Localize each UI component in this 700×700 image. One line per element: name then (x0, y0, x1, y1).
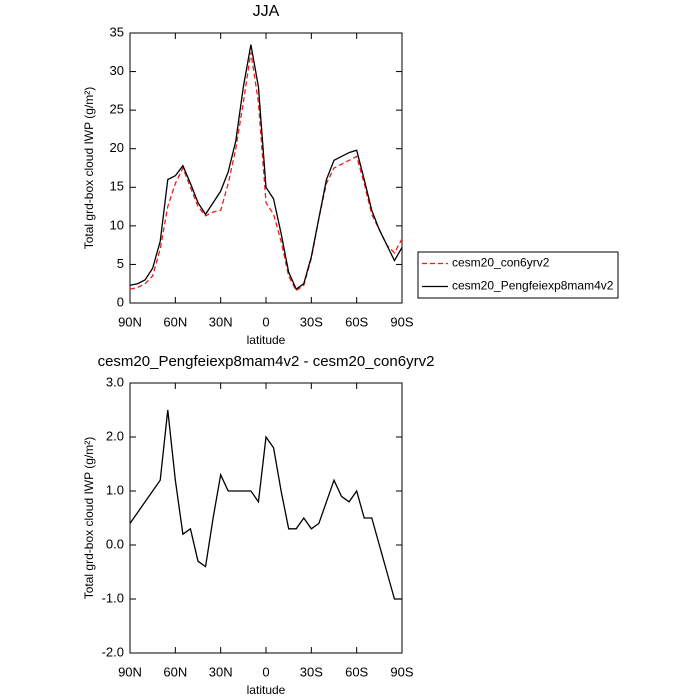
y-tick-label: -2.0 (102, 644, 124, 659)
y-tick-label: 0 (117, 294, 124, 309)
x-tick-label: 30N (209, 664, 233, 679)
series-line (129, 409, 402, 600)
x-tick-label: 60N (163, 314, 187, 329)
x-axis-label: latitude (247, 683, 286, 697)
y-tick-label: 0.0 (106, 536, 124, 551)
y-tick-label: 5 (117, 256, 124, 271)
y-tick-label: 25 (110, 102, 124, 117)
chart-title: JJA (253, 3, 280, 20)
y-tick-label: 1.0 (106, 482, 124, 497)
x-axis-label: latitude (247, 333, 286, 347)
x-tick-label: 90S (390, 314, 413, 329)
y-tick-label: 15 (110, 179, 124, 194)
plot-frame (129, 382, 403, 654)
y-tick-label: 35 (110, 24, 124, 39)
y-tick-label: 3.0 (106, 374, 124, 389)
x-tick-label: 0 (262, 314, 269, 329)
x-tick-label: 30S (300, 314, 323, 329)
x-tick-label: 30S (300, 664, 323, 679)
x-tick-label: 90S (390, 664, 413, 679)
series-line (129, 52, 403, 292)
chart-title: cesm20_Pengfeiexp8mam4v2 - cesm20_con6yr… (98, 353, 435, 370)
y-tick-label: 2.0 (106, 428, 124, 443)
x-tick-label: 90N (118, 314, 142, 329)
legend-label: cesm20_Pengfeiexp8mam4v2 (452, 279, 614, 293)
series-line (129, 44, 403, 291)
legend-box (417, 251, 619, 299)
x-tick-label: 90N (118, 664, 142, 679)
y-axis-label: Total grd-box cloud IWP (g/m²) (82, 87, 96, 250)
legend-label: cesm20_con6yrv2 (452, 256, 550, 270)
x-tick-label: 30N (209, 314, 233, 329)
x-tick-label: 0 (262, 664, 269, 679)
x-tick-label: 60S (345, 664, 368, 679)
y-tick-label: -1.0 (102, 590, 124, 605)
y-tick-label: 20 (110, 140, 124, 155)
x-tick-label: 60N (163, 664, 187, 679)
x-tick-label: 60S (345, 314, 368, 329)
y-axis-label: Total grd-box cloud IWP (g/m²) (82, 437, 96, 600)
y-tick-label: 10 (110, 217, 124, 232)
y-tick-label: 30 (110, 63, 124, 78)
